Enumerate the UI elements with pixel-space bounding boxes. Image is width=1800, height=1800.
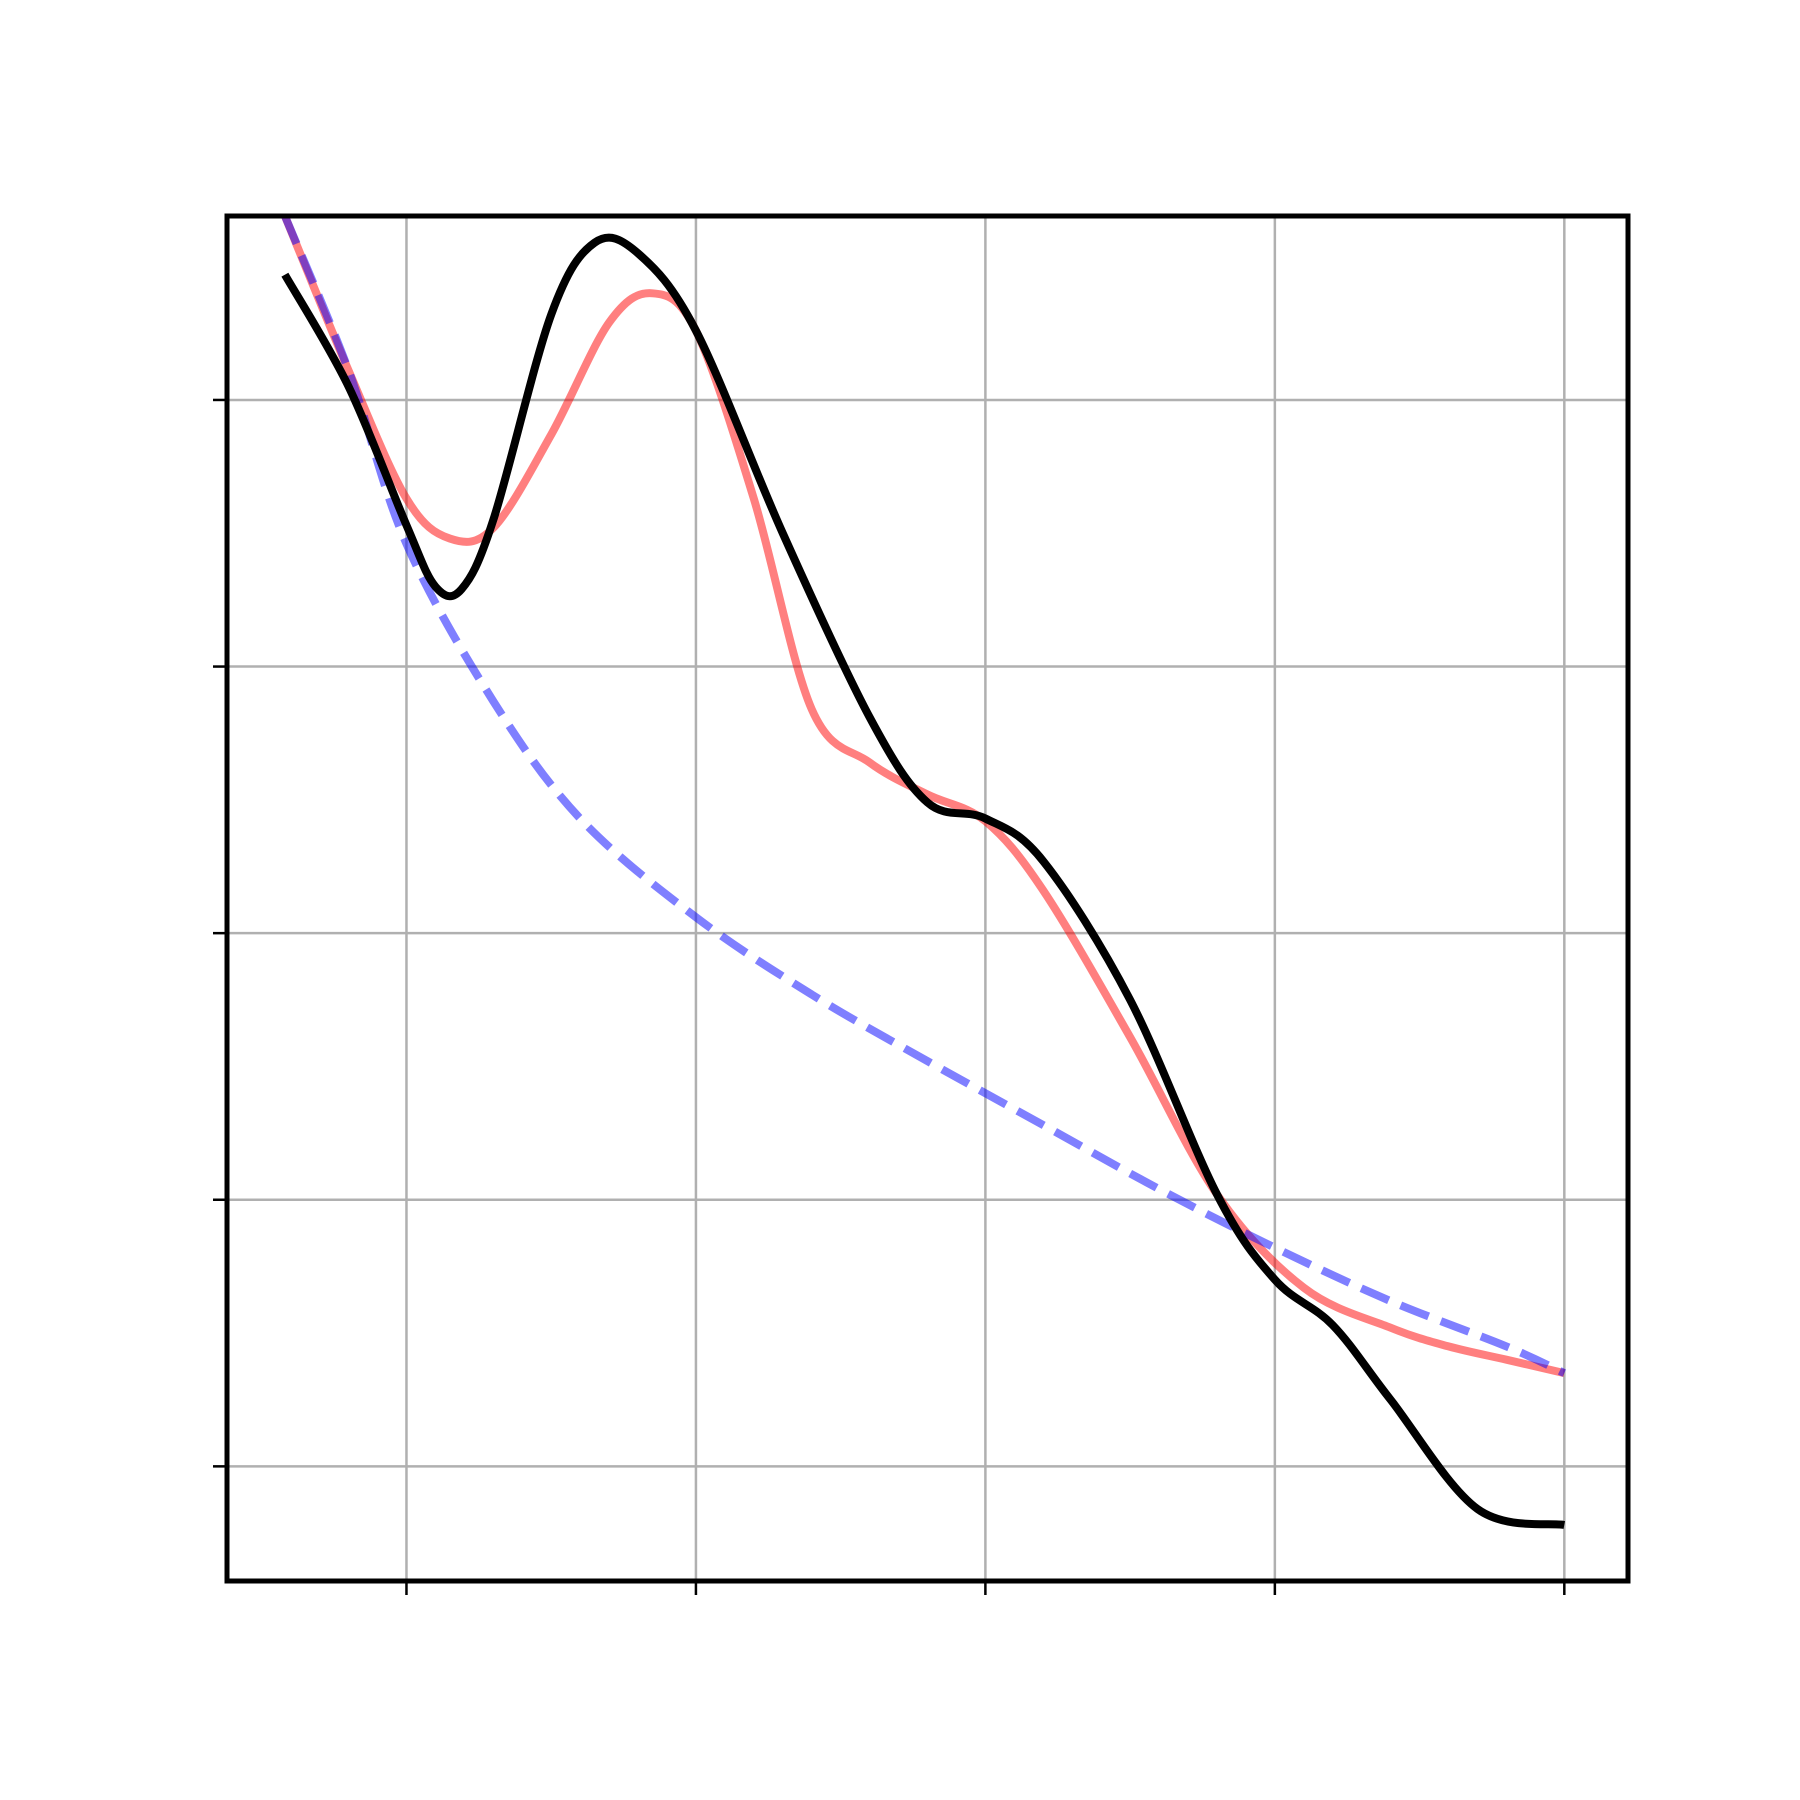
series-blue-dashed-line — [281, 214, 1567, 1377]
series-group — [281, 214, 1567, 1529]
axis-ticks — [213, 398, 1566, 1595]
series-black-line — [281, 233, 1566, 1529]
plot-frame — [224, 213, 1631, 1584]
grid — [227, 216, 1628, 1581]
series-red-line — [281, 214, 1566, 1377]
